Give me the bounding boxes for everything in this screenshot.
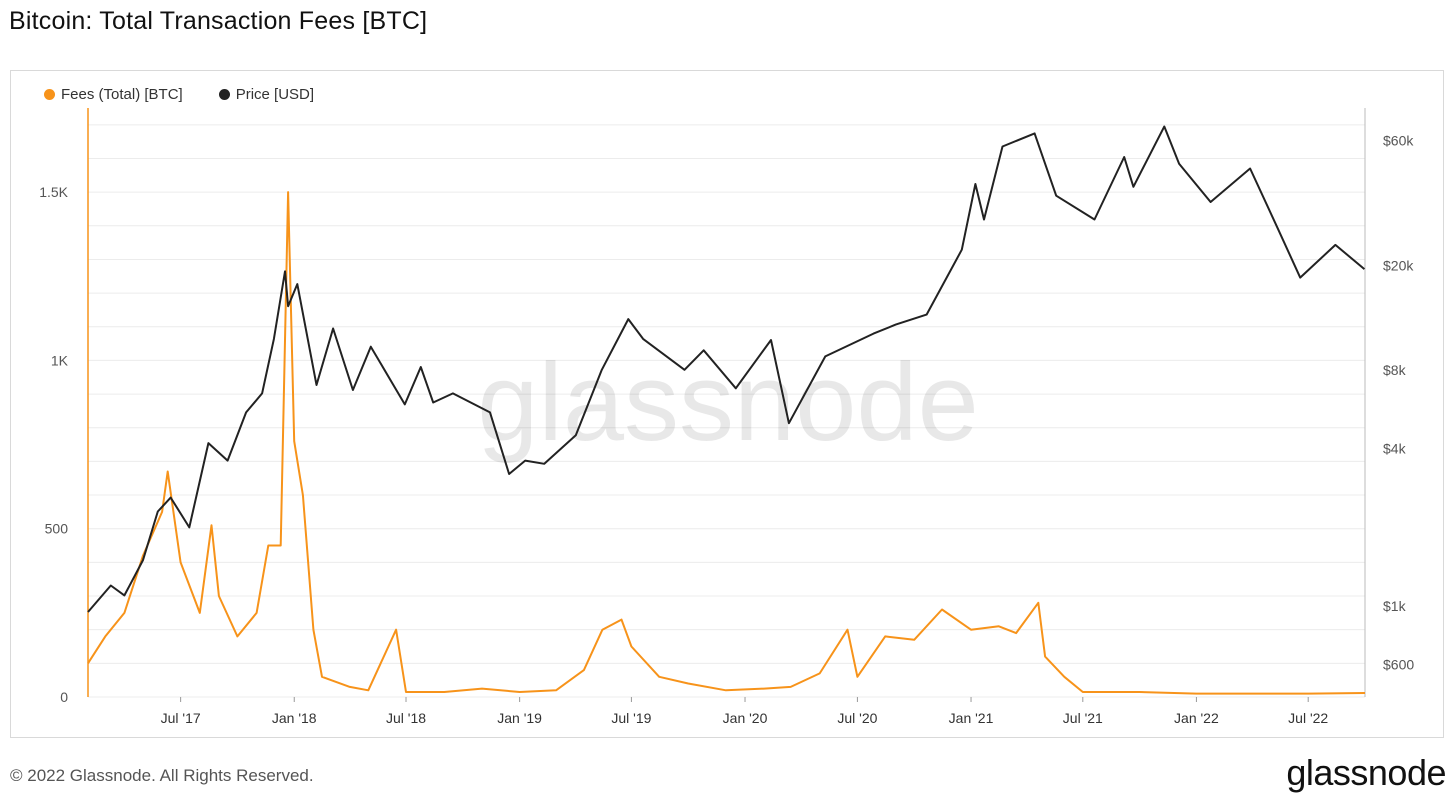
- x-tick-label: Jul '18: [386, 710, 426, 726]
- y-left-tick-label: 1K: [51, 352, 69, 368]
- chart-title: Bitcoin: Total Transaction Fees [BTC]: [9, 7, 428, 35]
- fees-series-line: [87, 191, 1366, 695]
- y-right-tick-label: $20k: [1383, 258, 1414, 274]
- series-layer: [87, 125, 1366, 695]
- legend-item-fees[interactable]: Fees (Total) [BTC]: [44, 86, 183, 103]
- x-tick-label: Jan '21: [949, 710, 994, 726]
- y-right-tick-label: $600: [1383, 656, 1414, 672]
- x-tick-label: Jul '17: [161, 710, 201, 726]
- legend-label-price: Price [USD]: [235, 86, 315, 103]
- x-tick-label: Jul '19: [611, 710, 651, 726]
- x-tick-label: Jul '22: [1288, 710, 1328, 726]
- y-right-tick-label: $8k: [1383, 362, 1407, 378]
- chart-panel: [10, 70, 1444, 738]
- x-tick-label: Jan '20: [723, 710, 768, 726]
- copyright-footer: © 2022 Glassnode. All Rights Reserved.: [10, 766, 314, 785]
- legend-label-fees: Fees (Total) [BTC]: [61, 86, 183, 103]
- x-tick-label: Jan '22: [1174, 710, 1219, 726]
- y-right-tick-label: $1k: [1383, 598, 1407, 614]
- chart-legend: Fees (Total) [BTC] Price [USD]: [44, 86, 314, 103]
- y-left-tick-label: 0: [60, 689, 68, 705]
- y-right-tick-label: $4k: [1383, 441, 1407, 457]
- grid-lines: [88, 124, 1365, 698]
- x-tick-label: Jan '19: [497, 710, 542, 726]
- legend-dot-fees: [44, 89, 55, 100]
- axes: 0 500 1K 1.5K $600 $1k $4k $8k $20k $60k Jul '17 Ja…: [39, 108, 1414, 726]
- glassnode-logo: glassnode: [1286, 752, 1446, 793]
- watermark: glassnode: [477, 341, 979, 464]
- y-left-tick-label: 500: [45, 521, 69, 537]
- price-series-line: [87, 125, 1366, 613]
- y-right-tick-label: $60k: [1383, 133, 1414, 149]
- legend-dot-price: [218, 89, 230, 100]
- y-left-tick-label: 1.5K: [39, 184, 68, 200]
- x-tick-label: Jul '20: [837, 710, 877, 726]
- x-tick-label: Jan '18: [272, 710, 317, 726]
- legend-item-price[interactable]: Price [USD]: [218, 86, 315, 103]
- x-tick-label: Jul '21: [1063, 710, 1103, 726]
